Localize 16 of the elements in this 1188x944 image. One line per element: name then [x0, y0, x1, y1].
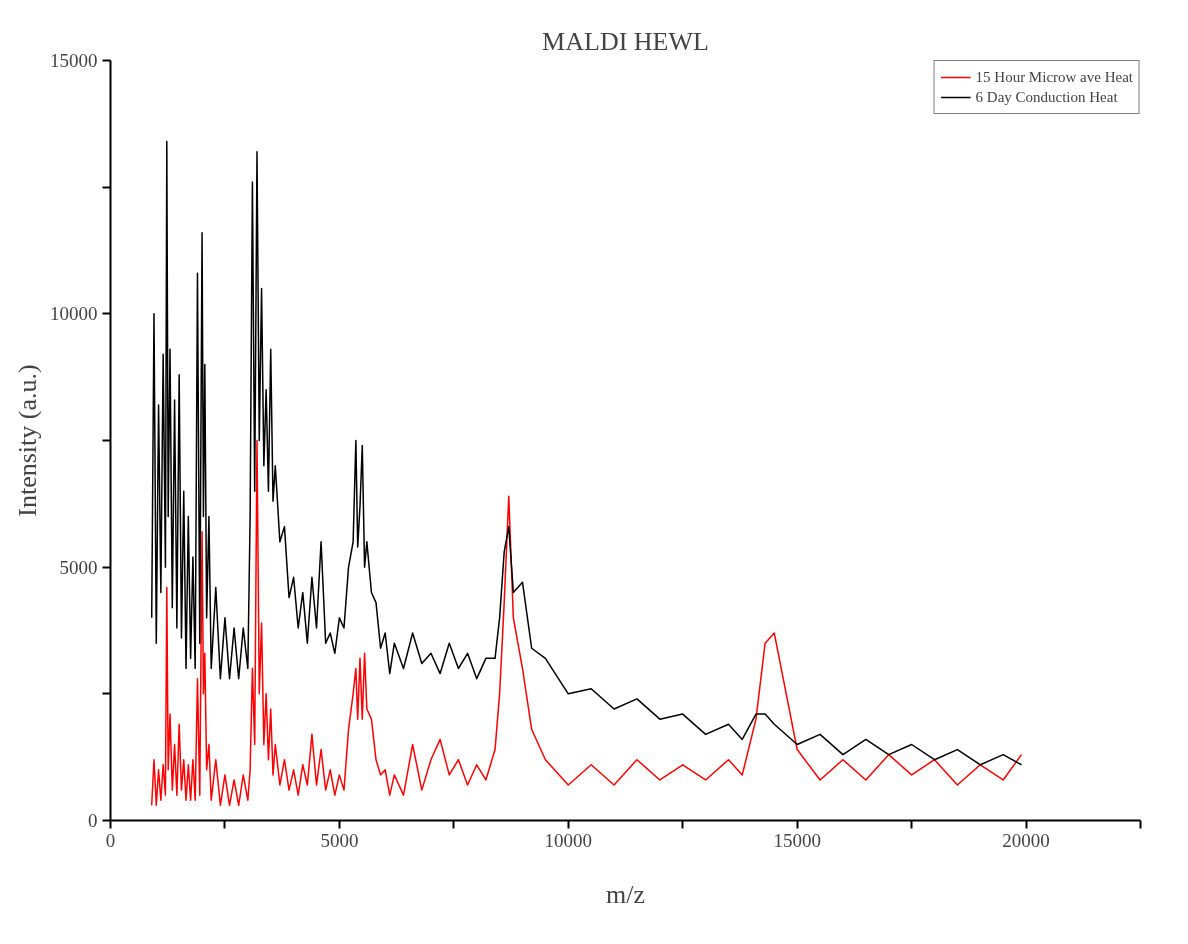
- x-tick-label: 20000: [1002, 829, 1050, 851]
- legend-label: 15 Hour Microw ave Heat: [975, 68, 1133, 86]
- y-tick-label: 15000: [50, 50, 98, 71]
- legend-label: 6 Day Conduction Heat: [975, 88, 1118, 106]
- x-tick-label: 10000: [544, 829, 593, 851]
- x-tick-label: 15000: [773, 829, 821, 851]
- chart-title: MALDI HEWL: [542, 26, 709, 56]
- y-tick-label: 10000: [50, 303, 98, 325]
- line-series: [150, 439, 1023, 807]
- x-axis-title: m/z: [606, 879, 646, 909]
- line-series: [150, 140, 1023, 766]
- y-axis-title: Intensity (a.u.): [13, 364, 42, 517]
- y-tick-label: 0: [88, 810, 98, 831]
- x-tick-label: 0: [105, 829, 116, 851]
- x-tick-label: 5000: [320, 829, 359, 851]
- y-tick-label: 5000: [59, 556, 98, 578]
